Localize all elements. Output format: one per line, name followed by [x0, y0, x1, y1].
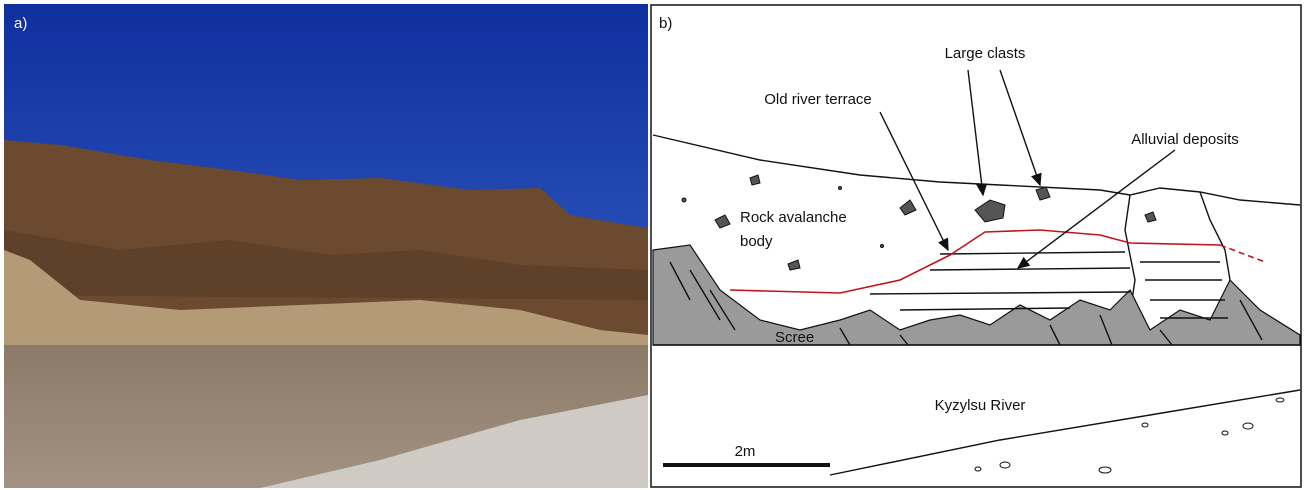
label-scree: Scree — [775, 329, 814, 346]
photo-panel: a) — [4, 4, 648, 488]
label-alluvial-deposits: Alluvial deposits — [1131, 131, 1239, 148]
panel-label: a) — [14, 15, 27, 32]
label-rock-avalanche: Rock avalanche — [740, 209, 847, 226]
label-old-river-terrace: Old river terrace — [764, 91, 872, 108]
scale-label: 2m — [735, 443, 756, 460]
figure: a) — [0, 0, 1304, 490]
label-large-clasts: Large clasts — [945, 45, 1026, 62]
panel-label: b) — [659, 15, 672, 32]
label-river: Kyzylsu River — [935, 397, 1026, 414]
label-rock-avalanche: body — [740, 233, 773, 250]
sketch-panel: 2m b) Large clasts Old river terrace All… — [651, 5, 1301, 487]
